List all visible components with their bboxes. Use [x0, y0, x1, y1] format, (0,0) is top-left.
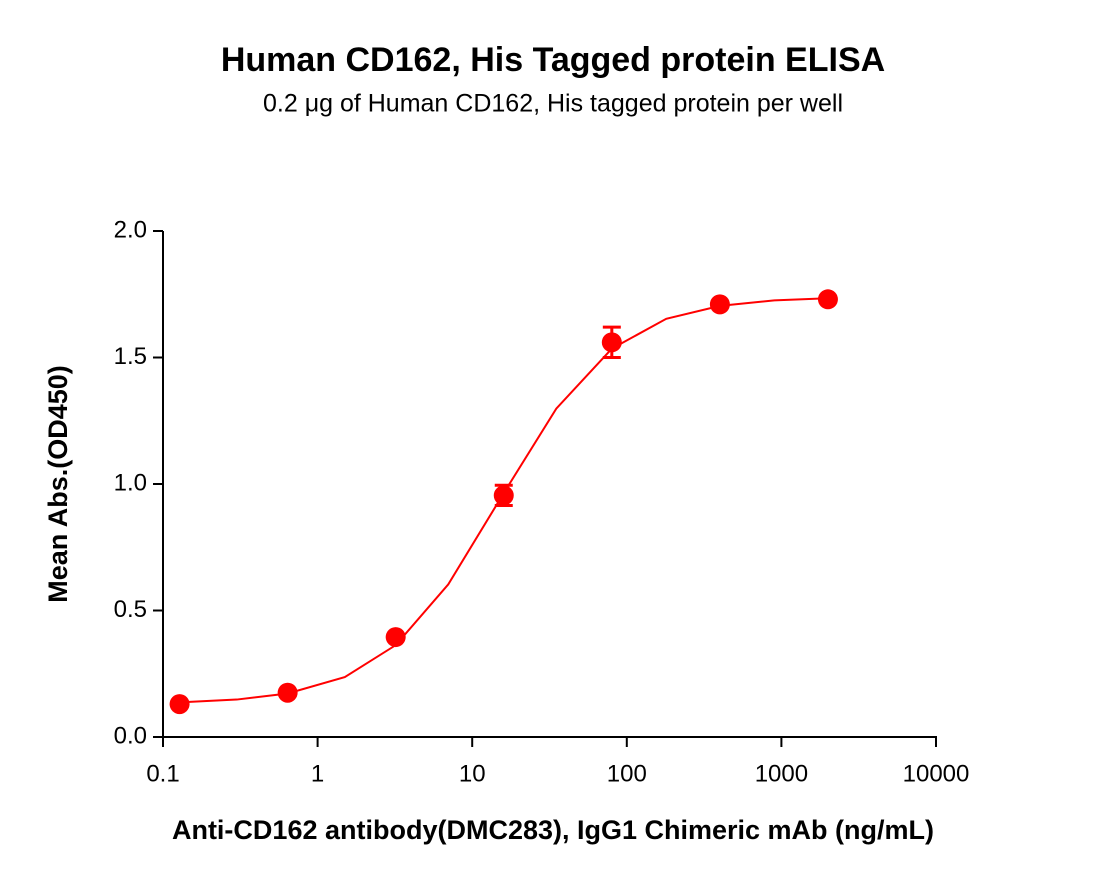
data-point [817, 289, 838, 310]
x-tick-label: 10 [459, 760, 486, 787]
y-tick-label: 1.0 [114, 469, 147, 496]
chart-subtitle: 0.2 μg of Human CD162, His tagged protei… [263, 90, 843, 118]
data-point [169, 694, 190, 715]
x-tick-label: 0.1 [146, 760, 179, 787]
data-point [277, 682, 298, 703]
x-tick-label: 1000 [755, 760, 808, 787]
data-point [493, 485, 514, 506]
y-tick-label: 2.0 [114, 216, 147, 243]
y-tick-label: 0.5 [114, 596, 147, 623]
data-point [601, 332, 622, 353]
y-tick-label: 0.0 [114, 722, 147, 749]
y-tick-label: 1.5 [114, 343, 147, 370]
x-axis-label: Anti-CD162 antibody(DMC283), IgG1 Chimer… [172, 815, 934, 845]
x-tick-label: 100 [607, 760, 647, 787]
data-point [709, 294, 730, 315]
chart-title: Human CD162, His Tagged protein ELISA [221, 41, 885, 79]
x-tick-label: 10000 [903, 760, 970, 787]
y-axis-label: Mean Abs.(OD450) [43, 365, 73, 603]
data-point [385, 627, 406, 648]
x-tick-label: 1 [311, 760, 324, 787]
